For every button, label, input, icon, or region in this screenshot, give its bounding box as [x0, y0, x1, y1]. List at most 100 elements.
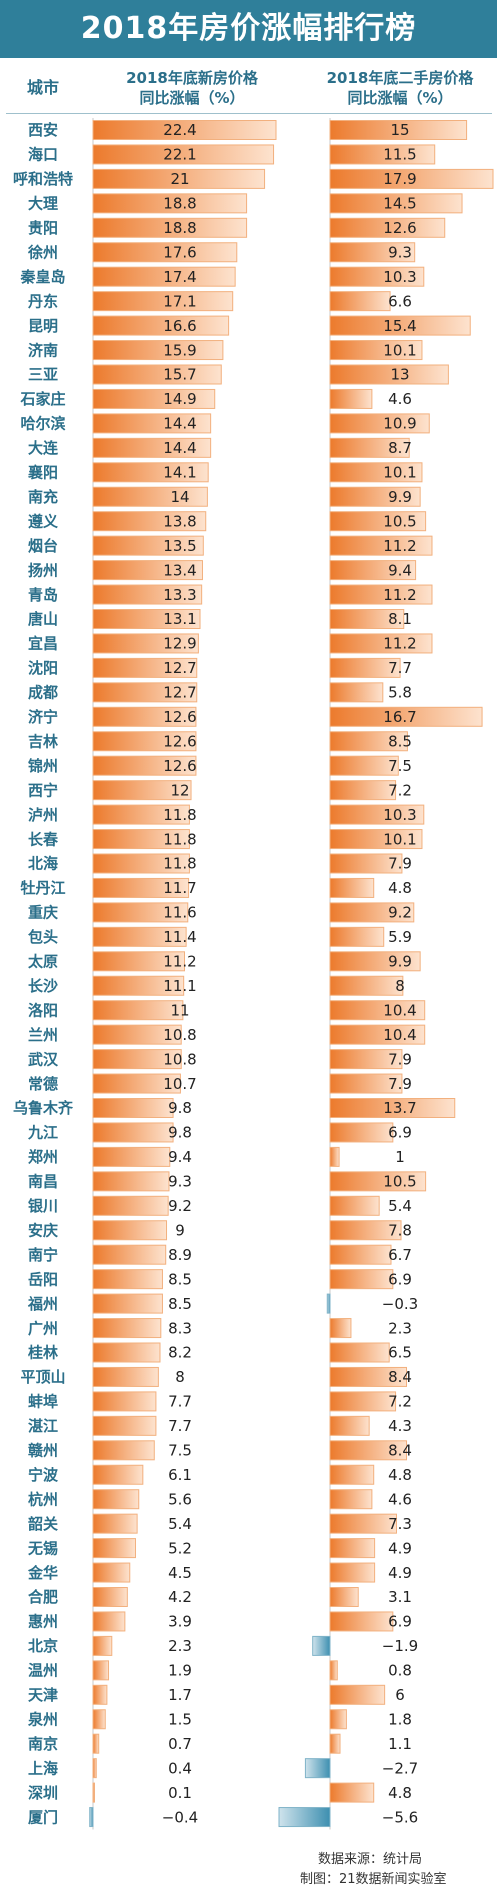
new-house-bar — [92, 364, 222, 385]
new-house-bar — [92, 1733, 100, 1754]
new-house-value-label: 11.2 — [163, 953, 196, 971]
second-hand-value-label: 4.6 — [388, 1490, 412, 1508]
new-house-bar — [92, 1098, 174, 1118]
second-hand-value-label: 6.9 — [388, 1270, 412, 1288]
second-hand-header-line1: 2018年底二手房价格 — [326, 69, 474, 87]
new-house-bar — [92, 1684, 108, 1705]
second-hand-value-label: 8.7 — [388, 439, 412, 457]
city-label: 赣州 — [28, 1442, 58, 1460]
second-hand-value-label: 9.2 — [388, 904, 412, 922]
new-house-bar — [92, 462, 209, 483]
new-house-bar — [92, 437, 212, 458]
new-house-value-label: −0.4 — [162, 1808, 198, 1826]
second-hand-value-label: 9.3 — [388, 243, 412, 261]
new-house-value-label: 17.6 — [163, 243, 196, 261]
second-hand-value-label: 4.6 — [388, 390, 412, 408]
city-label: 广州 — [28, 1319, 58, 1337]
new-house-bar — [92, 1146, 171, 1167]
city-label: 太原 — [28, 953, 58, 971]
new-house-value-label: 1.5 — [168, 1710, 192, 1728]
second-hand-bar — [329, 1366, 407, 1387]
new-house-value-label: 12 — [170, 781, 189, 799]
second-hand-value-label: 2.3 — [388, 1319, 412, 1337]
second-hand-value-label: 10.4 — [383, 1001, 416, 1019]
city-label: 西宁 — [28, 781, 58, 799]
new-house-bar — [92, 951, 185, 972]
second-hand-bar — [329, 1146, 340, 1167]
second-hand-value-label: 9.4 — [388, 561, 412, 579]
city-label: 天津 — [28, 1686, 58, 1704]
new-house-bar — [92, 1000, 184, 1021]
new-house-bar — [92, 657, 198, 678]
city-label: 郑州 — [28, 1148, 58, 1166]
new-house-value-label: 14.4 — [163, 415, 196, 433]
new-house-value-label: 1.7 — [168, 1686, 192, 1704]
city-label: 桂林 — [27, 1344, 59, 1362]
second-hand-value-label: 10.3 — [383, 806, 416, 824]
city-label: 沈阳 — [28, 659, 58, 677]
new-house-value-label: 5.2 — [168, 1539, 192, 1557]
city-label: 北海 — [28, 855, 58, 873]
second-hand-bar — [329, 1318, 352, 1339]
new-house-bar — [92, 877, 190, 898]
second-hand-value-label: 10.1 — [383, 341, 416, 359]
second-hand-bar — [329, 633, 433, 654]
city-label: 烟台 — [28, 537, 58, 555]
second-hand-bar — [304, 1758, 331, 1779]
city-label: 温州 — [28, 1662, 58, 1680]
city-label: 湛江 — [28, 1417, 58, 1435]
new-house-bar — [92, 120, 277, 140]
city-label: 牡丹江 — [20, 879, 65, 897]
city-label: 遵义 — [28, 512, 58, 530]
new-house-value-label: 4.5 — [168, 1564, 192, 1582]
new-house-bar — [92, 1709, 106, 1730]
new-house-bar — [92, 1171, 170, 1192]
city-label: 常德 — [28, 1075, 58, 1093]
new-house-value-label: 5.6 — [168, 1490, 192, 1508]
city-label: 蚌埠 — [28, 1393, 58, 1411]
new-house-value-label: 10.7 — [163, 1075, 196, 1093]
second-hand-value-label: 13.7 — [383, 1099, 416, 1117]
new-house-bar — [92, 242, 238, 263]
city-label: 大连 — [28, 439, 59, 457]
city-label: 岳阳 — [28, 1270, 58, 1288]
new-house-value-label: 12.6 — [163, 757, 196, 775]
second-hand-bar — [329, 780, 397, 801]
city-label: 无锡 — [27, 1539, 58, 1557]
city-label: 丹东 — [28, 292, 58, 310]
city-label: 金华 — [27, 1564, 58, 1582]
new-house-value-label: 18.8 — [163, 195, 196, 213]
second-hand-bar — [329, 1244, 392, 1265]
new-house-value-label: 5.4 — [168, 1515, 192, 1533]
city-label: 成都 — [28, 684, 58, 702]
second-hand-value-label: 6.5 — [388, 1344, 412, 1362]
second-hand-bar — [329, 266, 425, 287]
city-label: 福州 — [27, 1295, 58, 1313]
second-hand-value-label: 12.6 — [383, 219, 416, 237]
new-house-value-label: 10.8 — [163, 1050, 196, 1068]
second-hand-bar — [329, 1269, 394, 1290]
city-label: 襄阳 — [27, 464, 58, 482]
second-hand-value-label: 10.1 — [383, 830, 416, 848]
second-hand-bar — [329, 1440, 407, 1461]
new-house-bar — [92, 1195, 169, 1216]
new-house-value-label: 11.4 — [163, 928, 196, 946]
second-hand-value-label: 7.9 — [388, 1050, 412, 1068]
second-hand-bar — [329, 535, 433, 556]
second-hand-value-label: −0.3 — [382, 1295, 418, 1313]
second-hand-value-label: 5.4 — [388, 1197, 412, 1215]
new-house-bar — [92, 1415, 157, 1436]
new-house-bar — [92, 1782, 95, 1803]
second-hand-value-label: 17.9 — [383, 170, 416, 188]
new-house-bar — [92, 1122, 174, 1143]
new-house-bar — [92, 975, 185, 996]
new-house-bar — [92, 902, 189, 923]
second-hand-bar — [329, 731, 408, 752]
new-house-bar — [92, 291, 234, 312]
second-hand-bar — [329, 242, 416, 263]
city-label: 呼和浩特 — [13, 170, 73, 188]
city-label: 九江 — [27, 1124, 58, 1142]
new-house-value-label: 17.4 — [163, 268, 196, 286]
new-house-header-line2: 同比涨幅（%） — [139, 89, 245, 107]
new-house-bar — [92, 1587, 128, 1607]
